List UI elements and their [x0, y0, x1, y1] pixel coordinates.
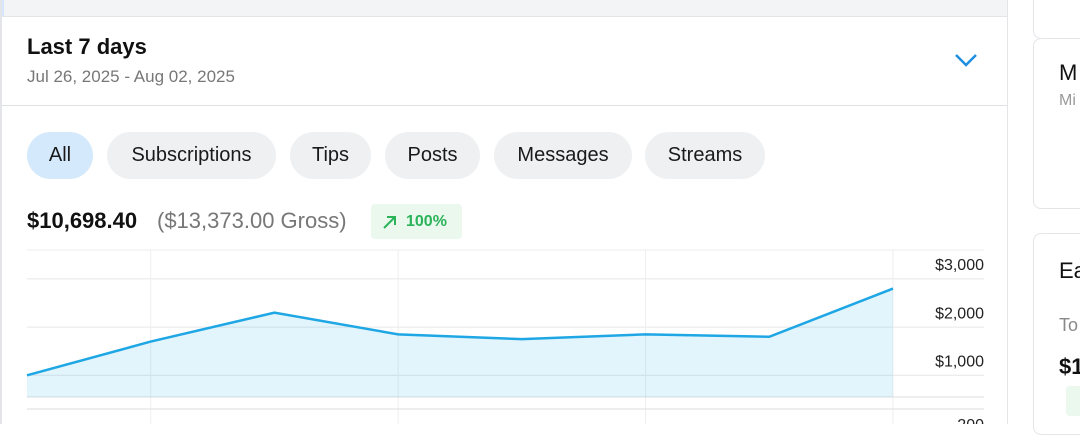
panel-border — [1007, 0, 1008, 424]
strip-accent — [0, 0, 4, 16]
filter-chip[interactable]: All — [27, 132, 93, 179]
chart: $3,000 $2,000 $1,000 200 — [26, 249, 984, 424]
filter-chip[interactable]: Streams — [645, 132, 765, 179]
filter-chip[interactable]: Tips — [290, 132, 371, 179]
y-tick-label: $3,000 — [935, 257, 984, 274]
divider — [2, 105, 1007, 106]
filter-chip[interactable]: Subscriptions — [107, 132, 276, 179]
card-label: To — [1059, 315, 1079, 335]
card-title: M — [1059, 60, 1078, 85]
sidebar-card: M Mi — [1033, 38, 1080, 209]
card-badge — [1066, 386, 1080, 416]
period-title[interactable]: Last 7 days — [27, 34, 147, 59]
sidebar-card — [1033, 0, 1080, 39]
date-range: Jul 26, 2025 - Aug 02, 2025 — [27, 67, 235, 86]
card-subtitle: Mi — [1059, 92, 1076, 109]
series-area — [27, 288, 893, 397]
sidebar-card: Ea To $1 — [1033, 233, 1080, 435]
change-badge: 100% — [371, 204, 462, 239]
series-line — [26, 287, 894, 377]
up-arrow-icon — [383, 216, 396, 229]
next-chart-tick: 200 — [957, 417, 984, 424]
top-strip — [0, 0, 1008, 17]
panel-border-left — [0, 0, 2, 424]
gross-total: ($13,373.00 Gross) — [157, 208, 347, 233]
filter-chip[interactable]: Posts — [385, 132, 480, 179]
card-title: Ea — [1059, 258, 1080, 283]
card-value: $1 — [1059, 354, 1080, 379]
y-tick-label: $2,000 — [935, 305, 984, 322]
y-tick-label: $1,000 — [935, 353, 984, 370]
net-total: $10,698.40 — [27, 208, 138, 233]
filter-chip[interactable]: Messages — [494, 132, 632, 179]
change-value: 100% — [406, 213, 447, 230]
dropdown-chevron[interactable] — [954, 52, 978, 68]
